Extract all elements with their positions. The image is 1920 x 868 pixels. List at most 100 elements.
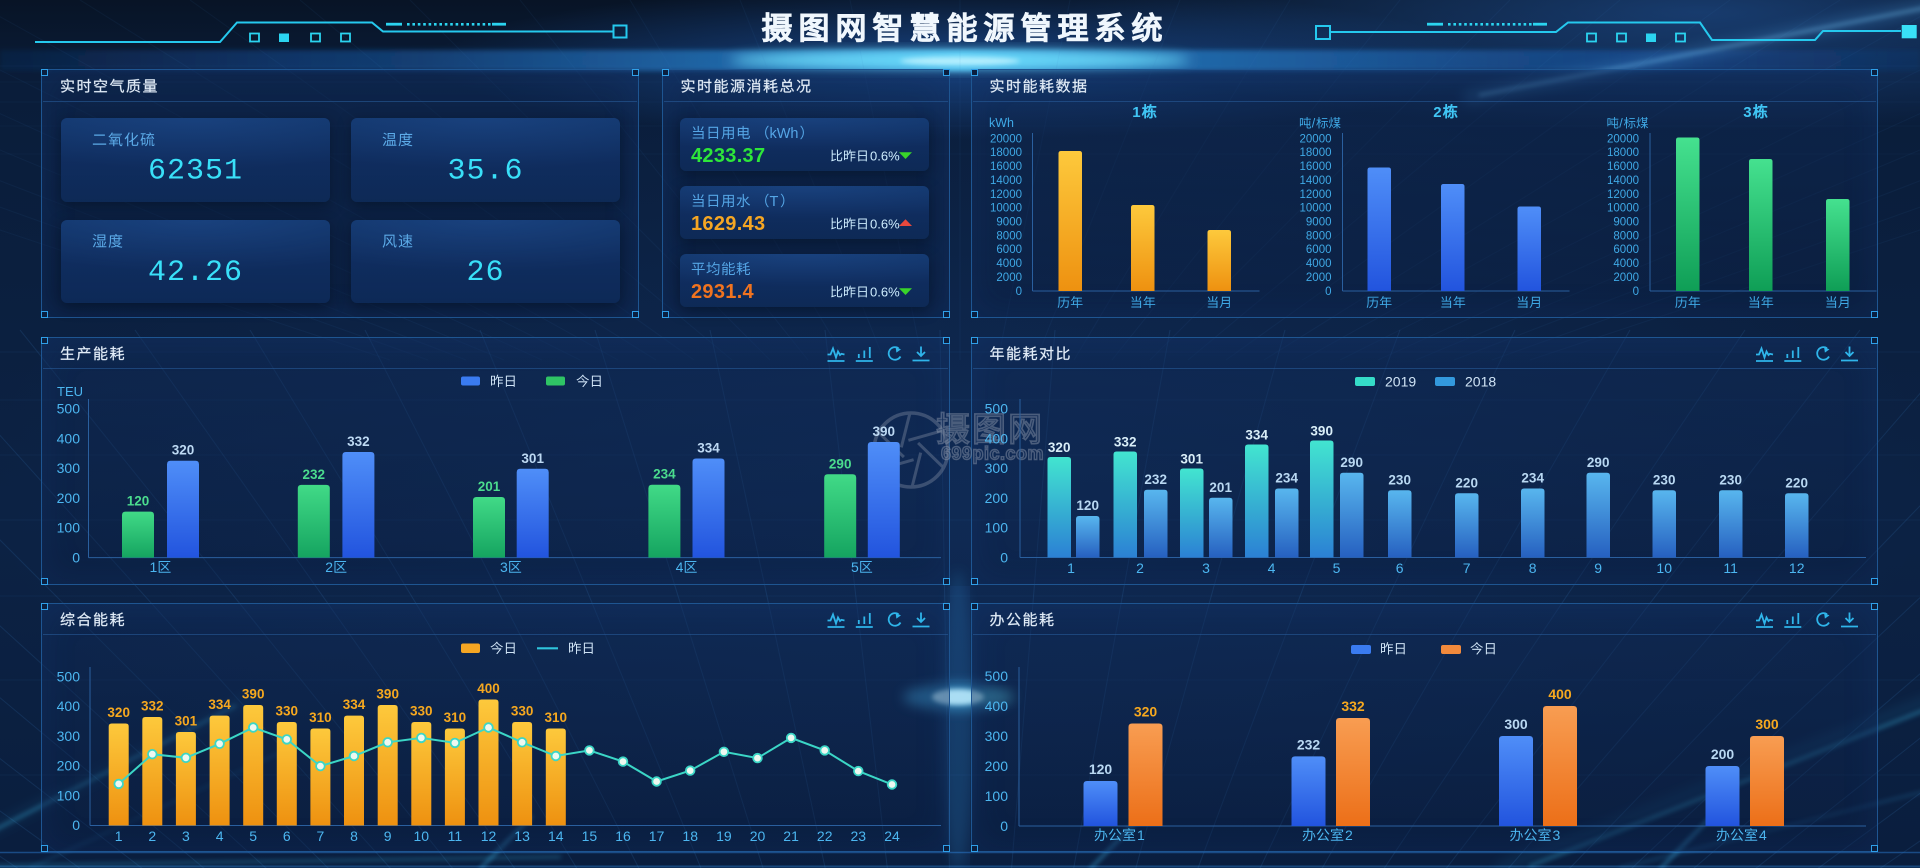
svg-text:500: 500 <box>985 668 1009 684</box>
svg-text:7: 7 <box>317 828 325 844</box>
svg-text:4: 4 <box>676 559 684 575</box>
svg-text:400: 400 <box>985 430 1009 446</box>
svg-text:3: 3 <box>500 559 508 575</box>
svg-text:6000: 6000 <box>1613 244 1639 256</box>
svg-text:TEU: TEU <box>57 384 83 399</box>
svg-text:390: 390 <box>873 424 896 439</box>
svg-text:12: 12 <box>481 828 497 844</box>
svg-text:0.6%: 0.6% <box>870 285 900 300</box>
svg-text:9: 9 <box>384 828 392 844</box>
svg-text:kWh: kWh <box>770 126 799 142</box>
svg-text:10000: 10000 <box>990 203 1022 215</box>
svg-text:334: 334 <box>343 697 366 712</box>
svg-text:12: 12 <box>1789 560 1805 576</box>
svg-text:234: 234 <box>1521 471 1544 486</box>
svg-text:14000: 14000 <box>1607 175 1639 187</box>
svg-text:2: 2 <box>1136 560 1144 576</box>
svg-text:1629.43: 1629.43 <box>691 213 765 235</box>
svg-text:4000: 4000 <box>1306 258 1332 270</box>
svg-text:120: 120 <box>1089 761 1113 777</box>
svg-text:5: 5 <box>249 828 257 844</box>
svg-text:13: 13 <box>514 828 530 844</box>
svg-text:200: 200 <box>57 758 81 774</box>
svg-text:400: 400 <box>985 698 1009 714</box>
svg-text:20: 20 <box>750 828 766 844</box>
svg-text:42.26: 42.26 <box>148 256 243 290</box>
svg-text:6000: 6000 <box>1306 244 1332 256</box>
svg-text:5: 5 <box>851 559 859 575</box>
svg-text:1: 1 <box>1132 104 1140 121</box>
svg-text:320: 320 <box>1048 440 1071 455</box>
svg-text:/: / <box>1619 117 1623 131</box>
svg-text:200: 200 <box>985 490 1009 506</box>
svg-text:300: 300 <box>1755 716 1779 732</box>
svg-text:10000: 10000 <box>1607 203 1639 215</box>
svg-text:330: 330 <box>410 704 433 719</box>
svg-text:12000: 12000 <box>1607 189 1639 201</box>
svg-text:9000: 9000 <box>1306 217 1332 229</box>
svg-text:100: 100 <box>985 520 1009 536</box>
svg-text:18: 18 <box>682 828 698 844</box>
svg-text:4000: 4000 <box>996 258 1022 270</box>
svg-text:310: 310 <box>545 710 568 725</box>
svg-text:6: 6 <box>283 828 291 844</box>
svg-text:/: / <box>1312 117 1316 131</box>
svg-text:62351: 62351 <box>148 155 243 189</box>
svg-text:332: 332 <box>1114 435 1137 450</box>
svg-text:1: 1 <box>150 559 158 575</box>
svg-text:24: 24 <box>884 828 900 844</box>
svg-text:201: 201 <box>478 479 501 494</box>
svg-text:300: 300 <box>57 460 81 476</box>
svg-text:16000: 16000 <box>990 161 1022 173</box>
svg-text:4000: 4000 <box>1613 258 1639 270</box>
svg-text:7: 7 <box>1463 560 1471 576</box>
svg-text:10: 10 <box>1656 560 1672 576</box>
svg-text:14000: 14000 <box>1300 175 1332 187</box>
svg-text:10000: 10000 <box>1300 203 1332 215</box>
svg-text:0.6%: 0.6% <box>870 217 900 232</box>
svg-text:234: 234 <box>1275 471 1298 486</box>
svg-text:8000: 8000 <box>996 230 1022 242</box>
svg-text:16: 16 <box>615 828 631 844</box>
svg-text:301: 301 <box>521 451 544 466</box>
svg-text:332: 332 <box>1341 698 1365 714</box>
svg-text:9: 9 <box>1594 560 1602 576</box>
svg-text:2019: 2019 <box>1385 374 1416 390</box>
svg-text:14000: 14000 <box>990 175 1022 187</box>
svg-text:330: 330 <box>276 704 299 719</box>
svg-text:0: 0 <box>1016 286 1022 298</box>
svg-text:290: 290 <box>1340 455 1363 470</box>
svg-text:20000: 20000 <box>1300 133 1332 145</box>
svg-text:332: 332 <box>141 699 164 714</box>
svg-text:20000: 20000 <box>1607 133 1639 145</box>
svg-text:8: 8 <box>350 828 358 844</box>
svg-text:2000: 2000 <box>996 272 1022 284</box>
svg-text:500: 500 <box>57 401 81 417</box>
svg-text:35.6: 35.6 <box>447 155 523 189</box>
svg-text:16000: 16000 <box>1607 161 1639 173</box>
svg-text:9000: 9000 <box>996 217 1022 229</box>
svg-text:390: 390 <box>242 687 265 702</box>
svg-text:0: 0 <box>1325 286 1331 298</box>
svg-text:1: 1 <box>1137 827 1145 843</box>
svg-text:300: 300 <box>57 728 81 744</box>
svg-text:290: 290 <box>1587 455 1610 470</box>
svg-text:0: 0 <box>72 817 80 833</box>
svg-text:T: T <box>770 194 779 210</box>
svg-text:20000: 20000 <box>990 133 1022 145</box>
svg-text:6000: 6000 <box>996 244 1022 256</box>
svg-text:3: 3 <box>1202 560 1210 576</box>
svg-text:234: 234 <box>653 467 676 482</box>
svg-text:kWh: kWh <box>989 116 1014 130</box>
svg-text:8: 8 <box>1529 560 1537 576</box>
svg-text:120: 120 <box>1076 498 1099 513</box>
svg-text:320: 320 <box>107 705 130 720</box>
svg-text:12000: 12000 <box>990 189 1022 201</box>
svg-text:200: 200 <box>1711 746 1735 762</box>
svg-text:320: 320 <box>172 443 195 458</box>
svg-text:232: 232 <box>303 467 326 482</box>
svg-text:3: 3 <box>1743 104 1751 121</box>
svg-text:300: 300 <box>985 728 1009 744</box>
svg-text:699pic.com: 699pic.com <box>941 444 1044 464</box>
svg-text:120: 120 <box>127 494 150 509</box>
